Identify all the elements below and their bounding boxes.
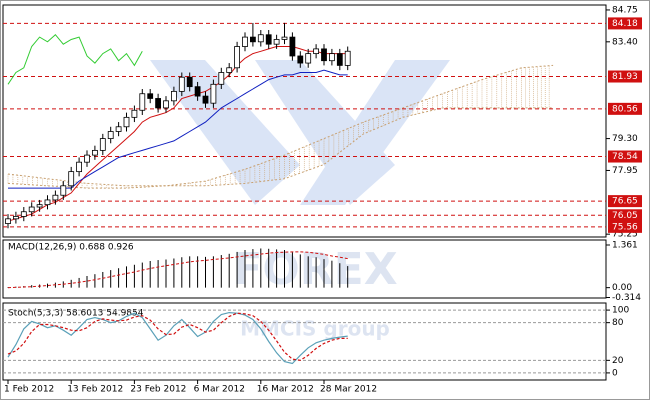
candle-body	[12, 216, 19, 220]
level-label: 76.65	[612, 197, 638, 207]
candle-body	[226, 67, 233, 73]
level-box	[608, 17, 642, 30]
level-box	[608, 209, 642, 222]
candle-body	[265, 34, 272, 45]
indicator-line	[7, 33, 143, 85]
candle-body	[76, 161, 82, 173]
level-label: 75.56	[612, 222, 638, 232]
candle-body	[163, 100, 169, 109]
level-box	[608, 102, 642, 115]
y-tick-label: 75.25	[612, 230, 638, 240]
level-box	[608, 220, 642, 233]
candle-body	[99, 138, 106, 151]
x-tick-label: 23 Feb 2012	[130, 385, 186, 395]
candle-body	[321, 48, 327, 62]
candle-body	[115, 126, 122, 132]
candle-body	[289, 36, 296, 57]
signal-line	[7, 251, 348, 289]
candle-body	[147, 93, 154, 99]
level-box	[608, 150, 642, 163]
y-tick-label: -0.314	[612, 293, 641, 303]
candle-body	[249, 36, 256, 43]
y-tick-label: 100	[612, 306, 629, 316]
candle-body	[297, 55, 304, 64]
y-tick-label: 83.40	[612, 37, 638, 47]
y-tick-label: 20	[612, 356, 624, 366]
level-label: 76.05	[612, 211, 638, 221]
y-tick-label: 79.30	[612, 134, 638, 144]
x-tick-label: 16 Mar 2012	[257, 385, 314, 395]
candle-body	[242, 36, 248, 47]
candle-body	[273, 39, 280, 45]
candle-body	[305, 53, 312, 64]
stoch-panel	[2, 302, 607, 381]
watermark-sub: MMCIS group	[240, 317, 390, 341]
x-tick-label: 1 Feb 2012	[4, 385, 54, 395]
level-label: 81.93	[612, 72, 638, 82]
level-label: 84.18	[612, 19, 638, 29]
stoch-line	[7, 312, 348, 361]
candle-body	[36, 204, 43, 208]
x-tick-label: 13 Feb 2012	[67, 385, 123, 395]
candle-body	[5, 218, 11, 224]
candle-body	[68, 171, 75, 187]
candle-body	[28, 206, 35, 213]
candle-body	[344, 50, 351, 66]
candle-body	[92, 149, 98, 156]
level-label: 80.56	[612, 104, 638, 114]
candle-body	[194, 86, 201, 97]
y-tick-label: 80	[612, 318, 624, 328]
x-tick-label: 6 Mar 2012	[194, 385, 245, 395]
level-box	[608, 195, 642, 208]
candle-body	[313, 48, 320, 55]
watermark-brand: FOREX	[232, 244, 397, 295]
stoch-line	[7, 311, 348, 365]
candle-body	[202, 95, 209, 104]
candle-body	[52, 194, 59, 201]
stoch-title: Stoch(5,3,3) 58.6013 54.9854	[8, 309, 144, 319]
candle-body	[336, 53, 343, 66]
candle-body	[281, 36, 288, 40]
candle-body	[139, 93, 146, 111]
candle-body	[131, 109, 138, 118]
level-label: 78.54	[612, 152, 638, 162]
candle-body	[210, 83, 217, 104]
y-tick-label: 0	[612, 368, 618, 378]
candle-body	[123, 116, 130, 128]
x-tick-label: 28 Mar 2012	[320, 385, 377, 395]
candle-body	[107, 131, 114, 139]
candle-body	[328, 53, 335, 62]
candle-body	[218, 72, 225, 85]
candle-body	[84, 154, 90, 163]
y-tick-label: 77.95	[612, 166, 638, 176]
candle-body	[257, 34, 264, 43]
candle-body	[44, 199, 51, 206]
y-tick-label: 1.361	[612, 240, 638, 250]
candle-body	[20, 211, 27, 217]
candle-body	[186, 76, 193, 88]
macd-panel	[2, 239, 607, 299]
candle-body	[60, 185, 67, 196]
main-panel	[2, 4, 607, 238]
y-tick-label: 84.75	[612, 5, 638, 15]
macd-title: MACD(12,26,9) 0.688 0.926	[8, 243, 134, 253]
candle-body	[234, 46, 241, 69]
level-box	[608, 70, 642, 83]
candle-body	[170, 90, 177, 102]
candle-body	[178, 76, 185, 92]
candle-body	[155, 98, 162, 109]
cloud-span	[7, 107, 554, 187]
y-tick-label: 0.00	[612, 283, 632, 293]
cloud-span	[7, 64, 554, 189]
